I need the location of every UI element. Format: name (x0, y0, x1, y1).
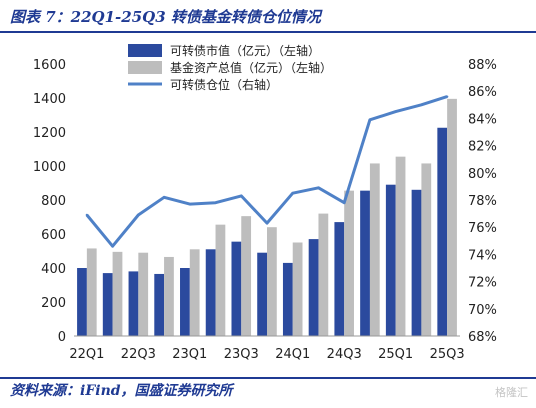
cb-position-point (317, 186, 320, 189)
y-right-tick-label: 82% (468, 140, 497, 155)
y-left-tick-label: 1200 (33, 126, 66, 141)
title-divider (0, 31, 536, 33)
cb-market-value-bar (360, 190, 370, 336)
x-tick-label: 25Q3 (430, 347, 465, 362)
cb-market-value-bar (282, 262, 293, 336)
x-tick-label: 25Q1 (378, 347, 413, 362)
y-right-tick-label: 78% (468, 194, 497, 209)
cb-position-point (137, 213, 140, 217)
y-left-tick-label: 600 (41, 228, 66, 243)
y-right-tick-label: 86% (468, 85, 497, 100)
fund-total-assets-bar (292, 242, 303, 336)
cb-market-value-bar (102, 273, 113, 336)
cb-market-value-bar (257, 252, 267, 336)
y-right-tick-label: 70% (468, 303, 497, 318)
fund-total-assets-bar (189, 249, 200, 336)
cb-position-point (420, 103, 423, 107)
watermark: 格隆汇 (495, 386, 528, 399)
cb-position-point (291, 192, 294, 195)
y-left-axis: 0 200 400 600 800 1000 1200 1400 1600 (33, 58, 66, 345)
fund-total-assets-bar (112, 251, 123, 336)
cb-position-point (368, 118, 372, 121)
fund-total-assets-bar (447, 98, 457, 336)
y-left-tick-label: 800 (41, 194, 66, 209)
legend-label-cb: 可转债市值（亿元）（左轴） (170, 43, 320, 58)
y-left-tick-label: 200 (41, 296, 66, 311)
cb-position-point (265, 221, 269, 225)
cb-position-point (343, 201, 346, 204)
x-tick-label: 22Q1 (69, 347, 104, 362)
cb-market-value-bar (128, 271, 139, 336)
y-right-tick-label: 80% (468, 167, 497, 182)
cb-market-value-bar (437, 127, 448, 336)
y-left-tick-label: 1000 (33, 160, 66, 175)
cb-market-value-bar (154, 273, 165, 336)
x-tick-label: 24Q1 (275, 347, 310, 362)
cb-position-point (85, 213, 89, 217)
fund-total-assets-bar (241, 216, 252, 336)
y-left-tick-label: 1600 (33, 58, 66, 73)
figure-title: 图表 7：22Q1-25Q3 转债基金转债仓位情况 (10, 8, 321, 26)
y-right-tick-label: 74% (468, 248, 497, 263)
y-right-axis: 68% 70% 72% 74% 76% 78% 80% 82% 84% 86% 88% (468, 58, 497, 345)
cb-market-value-bar (180, 268, 190, 336)
cb-position-point (214, 201, 217, 204)
cb-position-point (162, 196, 166, 199)
cb-market-value-bar (334, 222, 345, 336)
cb-market-value-bar (77, 268, 87, 336)
source-divider (0, 377, 536, 379)
y-right-tick-label: 68% (468, 330, 497, 345)
cb-market-value-bar (411, 189, 422, 336)
x-tick-label: 23Q3 (224, 347, 259, 362)
legend-label-position: 可转债仓位（右轴） (170, 77, 278, 92)
y-left-tick-label: 400 (41, 262, 66, 277)
fund-total-assets-bar (318, 213, 329, 336)
legend-label-fund: 基金资产总值（亿元）（左轴） (170, 60, 332, 75)
x-tick-label: 23Q1 (172, 347, 207, 362)
y-left-tick-label: 0 (58, 330, 66, 345)
y-right-tick-label: 76% (468, 221, 497, 236)
y-right-tick-label: 84% (468, 112, 497, 127)
fund-total-assets-bar (138, 252, 149, 336)
x-tick-label: 22Q3 (121, 347, 156, 362)
x-tick-label: 24Q3 (327, 347, 362, 362)
source-note: 资料来源：iFind，国盛证券研究所 (10, 383, 233, 399)
fund-total-assets-bar (164, 256, 174, 336)
cb-market-value-bar (308, 239, 319, 336)
fund-total-assets-bar (215, 224, 226, 336)
chart: 0 200 400 600 800 1000 1200 1400 1600 68% 70% 72% 7… (33, 43, 497, 362)
cb-position-point (188, 202, 191, 206)
cb-position-point (394, 110, 397, 113)
fund-total-assets-bar (344, 190, 354, 336)
cb-market-value-bar (205, 249, 216, 336)
y-right-tick-label: 72% (468, 276, 497, 291)
fund-total-assets-bar (395, 156, 406, 336)
bar-series (77, 98, 457, 336)
cb-market-value-bar (385, 184, 396, 336)
fund-total-assets-bar (267, 227, 277, 336)
x-axis: 22Q1 22Q3 23Q1 23Q3 24Q1 24Q3 25Q1 25Q3 (69, 347, 464, 362)
cb-market-value-bar (231, 241, 242, 336)
fund-total-assets-bar (369, 163, 380, 336)
cb-position-point (445, 95, 449, 98)
legend: 可转债市值（亿元）（左轴） 基金资产总值（亿元）（左轴） 可转债仓位（右轴） (128, 43, 332, 92)
cb-position-point (111, 245, 114, 248)
legend-swatch-fund (128, 61, 162, 74)
y-right-tick-label: 88% (468, 58, 497, 73)
fund-total-assets-bar (86, 248, 97, 336)
legend-swatch-cb (128, 44, 162, 57)
line-series (85, 95, 449, 248)
fund-total-assets-bar (421, 163, 432, 336)
y-left-tick-label: 1400 (33, 92, 66, 107)
cb-position-point (240, 194, 243, 198)
